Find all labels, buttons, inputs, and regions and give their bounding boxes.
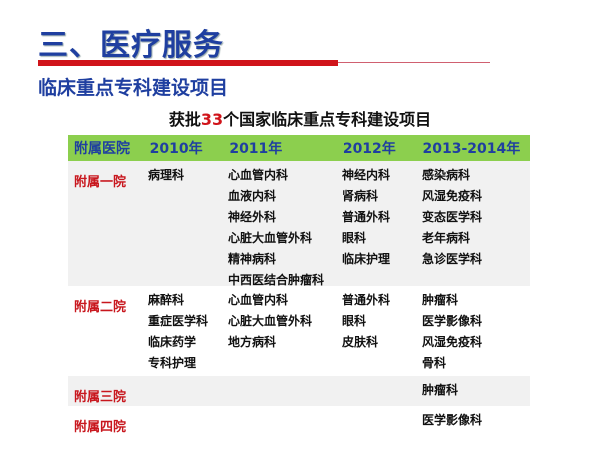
hospital-name: 附属四院 bbox=[74, 420, 127, 435]
table-row: 附属二院 麻醉科 重症医学科 临床药学 专科护理 心血管内科 心脏大血管外科 地方病科 普通外科… bbox=[68, 286, 530, 376]
specialty-item: 风湿免疫科 bbox=[422, 189, 483, 203]
cell-y2010 bbox=[148, 380, 228, 406]
specialty-item: 血液内科 bbox=[228, 189, 277, 203]
header-2013-2014: 2013-2014年 bbox=[422, 141, 521, 157]
cell-y2012: 神经内科肾病科普通外科眼科临床护理 bbox=[342, 165, 422, 286]
header-2011: 2011年 bbox=[229, 141, 283, 157]
cell-y2011 bbox=[228, 380, 342, 406]
table-row: 附属四院 医学影像科 bbox=[68, 406, 530, 439]
specialty-item: 感染病科 bbox=[422, 168, 471, 182]
cell-y2012: 普通外科 眼科 皮肤科 bbox=[342, 290, 422, 376]
specialty-item: 医学影像科 bbox=[422, 314, 483, 328]
slide-subtitle: 临床重点专科建设项目 bbox=[38, 77, 229, 99]
cell-y2012 bbox=[342, 410, 422, 439]
heading-suffix: 个国家临床重点专科建设项目 bbox=[223, 110, 432, 129]
cell-y2013: 肿瘤科医学影像科风湿免疫科骨科 bbox=[422, 290, 530, 376]
specialty-item: 神经内科 bbox=[342, 168, 391, 182]
cell-y2013: 感染病科风湿免疫科变态医学科老年病科急诊医学科 bbox=[422, 165, 530, 286]
header-2012: 2012年 bbox=[342, 141, 396, 157]
specialty-item: 急诊医学科 bbox=[422, 252, 483, 266]
header-hospital: 附属医院 bbox=[74, 141, 130, 157]
hospital-name: 附属三院 bbox=[74, 390, 127, 405]
cell-y2013: 医学影像科 bbox=[422, 410, 530, 439]
specialty-item: 老年病科 bbox=[422, 231, 471, 245]
specialty-item: 医学影像科 bbox=[422, 413, 483, 427]
cell-y2013: 肿瘤科 bbox=[422, 380, 530, 406]
table-row: 附属三院 肿瘤科 bbox=[68, 376, 530, 406]
specialty-table: 附属医院 2010年 2011年 2012年 2013-2014年 附属一院 病理… bbox=[68, 135, 530, 439]
specialty-item: 中西医结合肿瘤科 bbox=[228, 273, 325, 287]
title-underline-red bbox=[38, 60, 338, 66]
table-header: 附属医院 2010年 2011年 2012年 2013-2014年 bbox=[68, 135, 530, 161]
specialty-item: 精神病科 bbox=[228, 252, 277, 266]
cell-y2011: 心血管内科心脏大血管外科 地方病科 bbox=[228, 290, 342, 376]
cell-y2011 bbox=[228, 410, 342, 439]
heading-count: 33 bbox=[200, 110, 224, 129]
specialty-item: 心血管内科 bbox=[228, 168, 289, 182]
specialty-item: 麻醉科 bbox=[148, 293, 185, 307]
specialty-item: 神经外科 bbox=[228, 210, 277, 224]
specialty-item: 风湿免疫科 bbox=[422, 335, 483, 349]
specialty-item: 普通外科 bbox=[342, 293, 391, 307]
specialty-item: 临床护理 bbox=[342, 252, 391, 266]
header-2010: 2010年 bbox=[149, 141, 203, 157]
hospital-name: 附属二院 bbox=[74, 300, 127, 315]
specialty-item: 肿瘤科 bbox=[422, 293, 459, 307]
specialty-item: 肾病科 bbox=[342, 189, 379, 203]
specialty-item: 变态医学科 bbox=[422, 210, 483, 224]
specialty-item: 地方病科 bbox=[228, 335, 277, 349]
specialty-item: 普通外科 bbox=[342, 210, 391, 224]
hospital-name: 附属一院 bbox=[74, 175, 127, 190]
specialty-item: 皮肤科 bbox=[342, 335, 379, 349]
cell-y2010 bbox=[148, 410, 228, 439]
specialty-item: 眼科 bbox=[342, 231, 367, 245]
cell-y2012 bbox=[342, 380, 422, 406]
cell-y2010: 病理科 bbox=[148, 165, 228, 286]
specialty-item: 心脏大血管外科 bbox=[228, 314, 313, 328]
specialty-item: 眼科 bbox=[342, 314, 367, 328]
specialty-item: 重症医学科 bbox=[148, 314, 209, 328]
heading-prefix: 获批 bbox=[168, 110, 201, 129]
table-row: 附属一院 病理科 心血管内科 血液内科 神经外科 心脏大血管外科 精神病科 中西医结合肿瘤科神… bbox=[68, 161, 530, 287]
specialty-item: 骨科 bbox=[422, 356, 447, 370]
slide-title: 三、医疗服务 bbox=[38, 28, 224, 63]
specialty-item: 临床药学 bbox=[148, 335, 197, 349]
specialty-item: 病理科 bbox=[148, 168, 185, 182]
title-underline-thin bbox=[338, 62, 490, 63]
specialty-item: 心脏大血管外科 bbox=[228, 231, 313, 245]
cell-y2011: 心血管内科血液内科神经外科心脏大血管外科 精神病科中西医结合肿瘤科 bbox=[228, 165, 342, 287]
specialty-item: 肿瘤科 bbox=[422, 383, 459, 397]
specialty-item: 心血管内科 bbox=[228, 293, 289, 307]
specialty-item: 专科护理 bbox=[148, 356, 197, 370]
table-heading: 获批33个国家临床重点专科建设项目 bbox=[0, 106, 600, 130]
cell-y2010: 麻醉科重症医学科临床药学专科护理 bbox=[148, 290, 228, 376]
